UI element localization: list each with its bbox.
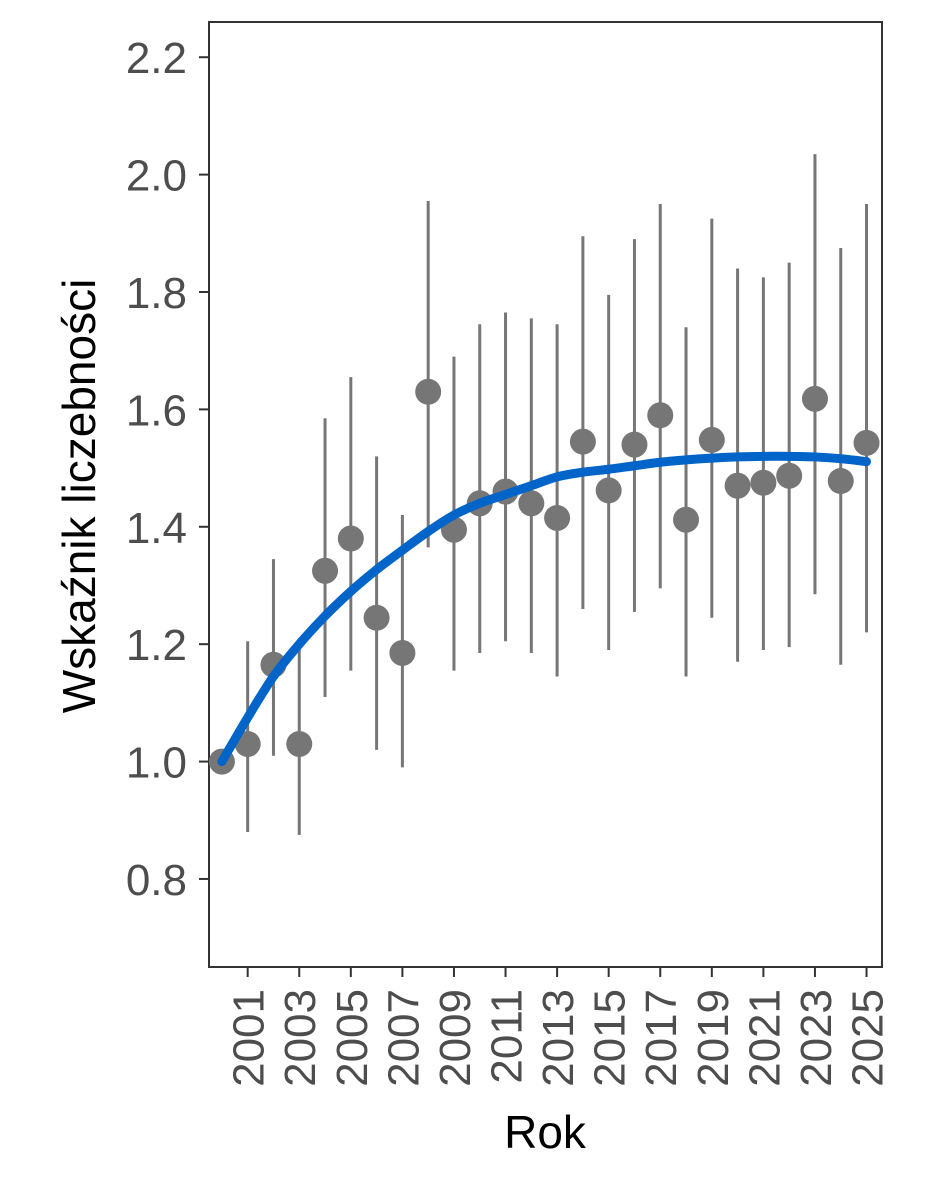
y-tick-label: 1.2 xyxy=(126,621,187,670)
x-tick-label: 2019 xyxy=(689,989,738,1087)
data-point xyxy=(234,730,261,757)
x-tick-label: 2015 xyxy=(586,989,635,1087)
data-point xyxy=(853,429,880,456)
data-point xyxy=(415,378,442,405)
data-point xyxy=(337,525,364,552)
data-point xyxy=(776,462,803,489)
data-point xyxy=(724,472,751,499)
x-tick-label: 2003 xyxy=(276,989,325,1087)
data-point xyxy=(544,504,571,531)
x-tick-label: 2025 xyxy=(844,989,893,1087)
data-point xyxy=(801,385,828,412)
data-point xyxy=(312,557,339,584)
y-tick-label: 1.8 xyxy=(126,269,187,318)
y-axis: 0.8 1.0 1.2 1.4 1.6 1.8 2.0 2.2 xyxy=(126,34,209,905)
x-tick-label: 2005 xyxy=(328,989,377,1087)
error-bars xyxy=(246,154,869,835)
y-tick-label: 1.4 xyxy=(126,504,187,553)
trend-line xyxy=(217,451,872,767)
data-point xyxy=(750,469,777,496)
y-tick-label: 2.0 xyxy=(126,152,187,201)
data-point xyxy=(389,639,416,666)
data-point xyxy=(286,730,313,757)
y-tick-label: 2.2 xyxy=(126,34,187,83)
y-tick-label: 1.6 xyxy=(126,386,187,435)
x-tick-label: 2017 xyxy=(637,989,686,1087)
x-axis: 2001 2003 2005 2007 2009 2011 2013 2015 2017 2019… xyxy=(225,967,893,1087)
y-tick-label: 0.8 xyxy=(126,856,187,905)
data-point xyxy=(827,468,854,494)
data-point xyxy=(518,490,545,517)
x-tick-label: 2001 xyxy=(225,989,274,1087)
x-tick-label: 2013 xyxy=(534,989,583,1087)
trend-line-group xyxy=(217,451,872,767)
x-tick-label: 2023 xyxy=(792,989,841,1087)
x-tick-label: 2009 xyxy=(431,989,480,1087)
plot-panel xyxy=(208,21,883,968)
x-tick-label: 2021 xyxy=(740,989,789,1087)
x-tick-label: 2007 xyxy=(379,989,428,1087)
data-point xyxy=(595,477,622,504)
data-point xyxy=(363,604,390,631)
x-tick-label: 2011 xyxy=(483,989,532,1084)
data-point xyxy=(647,402,674,429)
data-point xyxy=(621,431,648,458)
y-tick-label: 1.0 xyxy=(126,739,187,788)
x-axis-title: Rok xyxy=(504,1106,587,1158)
data-point xyxy=(673,506,700,533)
data-point xyxy=(569,428,596,455)
y-axis-title: Wskaźnik liczebności xyxy=(53,279,105,714)
data-point xyxy=(698,426,725,453)
